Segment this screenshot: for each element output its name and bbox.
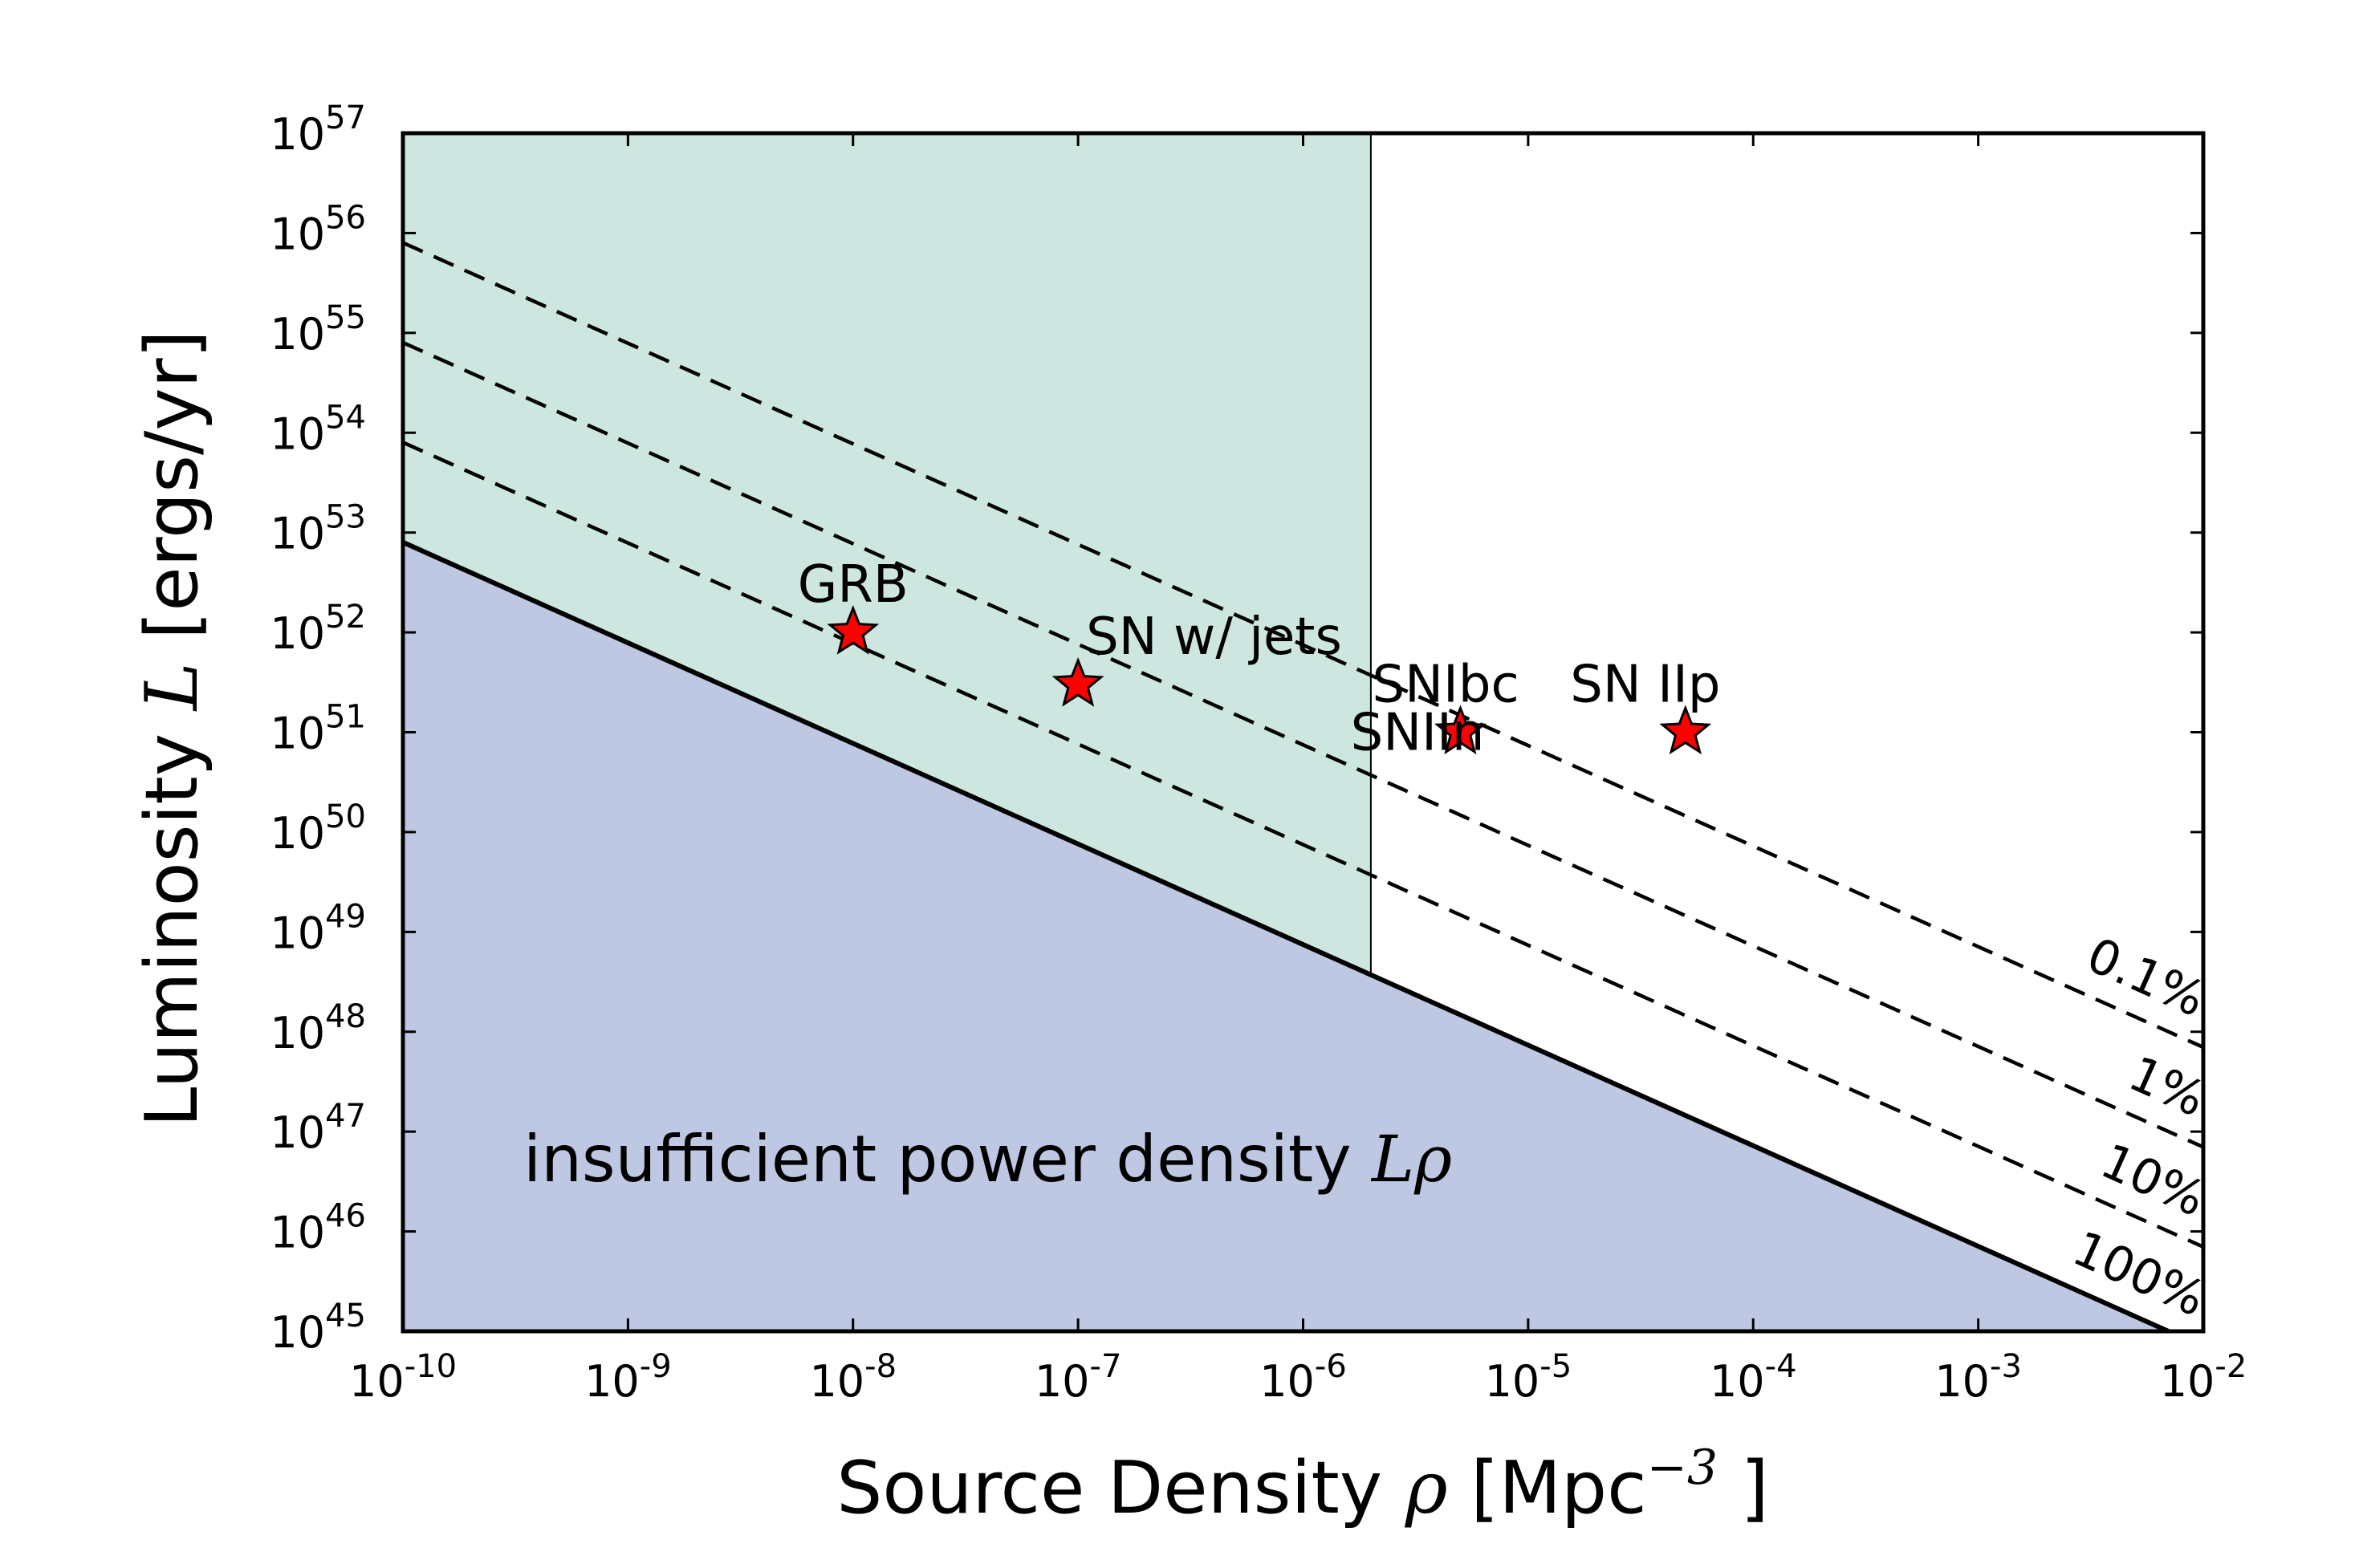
x-tick-label: 10-7 [1035, 1348, 1122, 1407]
y-tick-label: 1051 [270, 699, 366, 759]
y-tick-label: 1056 [270, 199, 366, 259]
line-label-10pct: 10% [2093, 1133, 2213, 1228]
y-tick-label: 1045 [270, 1298, 366, 1358]
y-tick-label: 1052 [270, 599, 366, 659]
point-label-grb: GRB [798, 555, 909, 615]
x-tick-label: 10-10 [349, 1348, 457, 1407]
y-tick-label: 1055 [270, 299, 366, 360]
x-tick-label: 10-8 [809, 1348, 897, 1407]
y-tick-label: 1047 [270, 1098, 366, 1158]
star-marker [1051, 656, 1104, 707]
line-label-0-1pct: 0.1% [2079, 927, 2214, 1028]
y-tick-label: 1050 [270, 798, 366, 859]
series-line-1pct [402, 340, 2204, 1149]
plot-frame [401, 131, 2206, 1334]
insufficient-region-label: insufficient power density Lρ [523, 1122, 1452, 1196]
point-label-snibc: SNIbc [1372, 656, 1519, 715]
point-label-sn-iip: SN IIp [1570, 656, 1720, 715]
star-marker [1434, 705, 1487, 755]
y-tick-label: 1053 [270, 499, 366, 559]
x-tick-label: 10-3 [1934, 1348, 2022, 1407]
lines [401, 133, 2204, 1334]
ticks: 10-10 10-9 10-8 10-7 10-6 10-5 10-4 10-3 10-2 104… [270, 100, 2247, 1407]
x-tick-label: 10-6 [1259, 1348, 1347, 1407]
x-tick-label: 10-2 [2160, 1348, 2247, 1407]
y-tick-label: 1054 [270, 399, 366, 459]
x-tick-label: 10-9 [584, 1348, 672, 1407]
y-tick-label: 1046 [270, 1198, 366, 1258]
markers [827, 604, 1712, 755]
series-line-0-1pct [402, 241, 2204, 1050]
x-axis-label: Source Density ρ [Mpc−3 ] [836, 1440, 1769, 1530]
shaded-region [403, 133, 1371, 975]
x-tick-label: 10-5 [1485, 1348, 1572, 1407]
y-tick-label: 1057 [270, 100, 366, 160]
point-label-sn-w-jets: SN w/ jets [1086, 607, 1342, 667]
series-line-10pct [402, 441, 2204, 1249]
y-axis-label: Luminosity L [ergs/yr] [130, 330, 214, 1127]
star-marker [827, 604, 880, 655]
series-line-100pct [401, 539, 2170, 1334]
star-marker [1659, 705, 1712, 755]
y-tick-label: 1049 [270, 898, 366, 958]
y-tick-label: 1048 [270, 998, 366, 1058]
point-label-sniin: SNIIn [1351, 704, 1485, 763]
x-tick-label: 10-4 [1710, 1348, 1797, 1407]
